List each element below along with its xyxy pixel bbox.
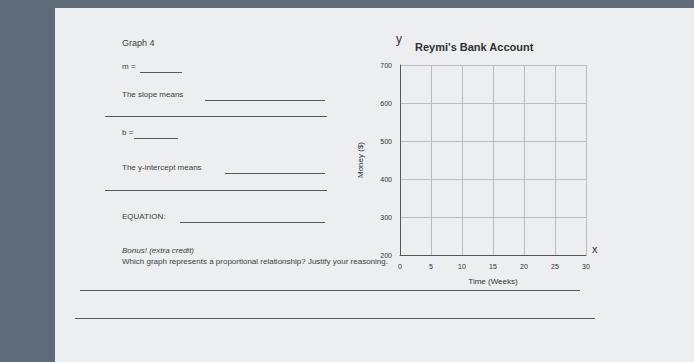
svg-text:Money ($): Money ($) bbox=[356, 142, 365, 178]
svg-text:25: 25 bbox=[551, 263, 559, 270]
svg-text:5: 5 bbox=[429, 263, 433, 270]
svg-text:x: x bbox=[592, 243, 598, 255]
html-text:The slope means: The slope means bbox=[122, 90, 184, 99]
svg-text:Reymi's Bank Account: Reymi's Bank Account bbox=[415, 41, 534, 53]
svg-text:30: 30 bbox=[582, 263, 590, 270]
svg-text:300: 300 bbox=[380, 214, 392, 221]
svg-text:200: 200 bbox=[380, 252, 392, 259]
svg-text:0: 0 bbox=[398, 263, 402, 270]
svg-text:15: 15 bbox=[489, 263, 497, 270]
svg-text:500: 500 bbox=[380, 138, 392, 145]
html-text:m =: m = bbox=[122, 62, 136, 71]
svg-text:20: 20 bbox=[520, 263, 528, 270]
svg-text:400: 400 bbox=[380, 176, 392, 183]
html-text:Graph 4: Graph 4 bbox=[122, 38, 155, 48]
svg-text:Time (Weeks): Time (Weeks) bbox=[468, 277, 518, 286]
html-text:Bonus! (extra credit): Bonus! (extra credit) bbox=[122, 246, 194, 255]
html-text:Which graph represents a propo: Which graph represents a proportional re… bbox=[122, 257, 388, 266]
svg-text:700: 700 bbox=[380, 62, 392, 69]
html-text:EQUATION:: EQUATION: bbox=[122, 212, 166, 221]
html-text:The y-intercept means: The y-intercept means bbox=[122, 163, 202, 172]
svg-text:10: 10 bbox=[458, 263, 466, 270]
svg-text:600: 600 bbox=[380, 100, 392, 107]
html-text:b =: b = bbox=[122, 128, 134, 137]
svg-text:y: y bbox=[396, 32, 402, 46]
